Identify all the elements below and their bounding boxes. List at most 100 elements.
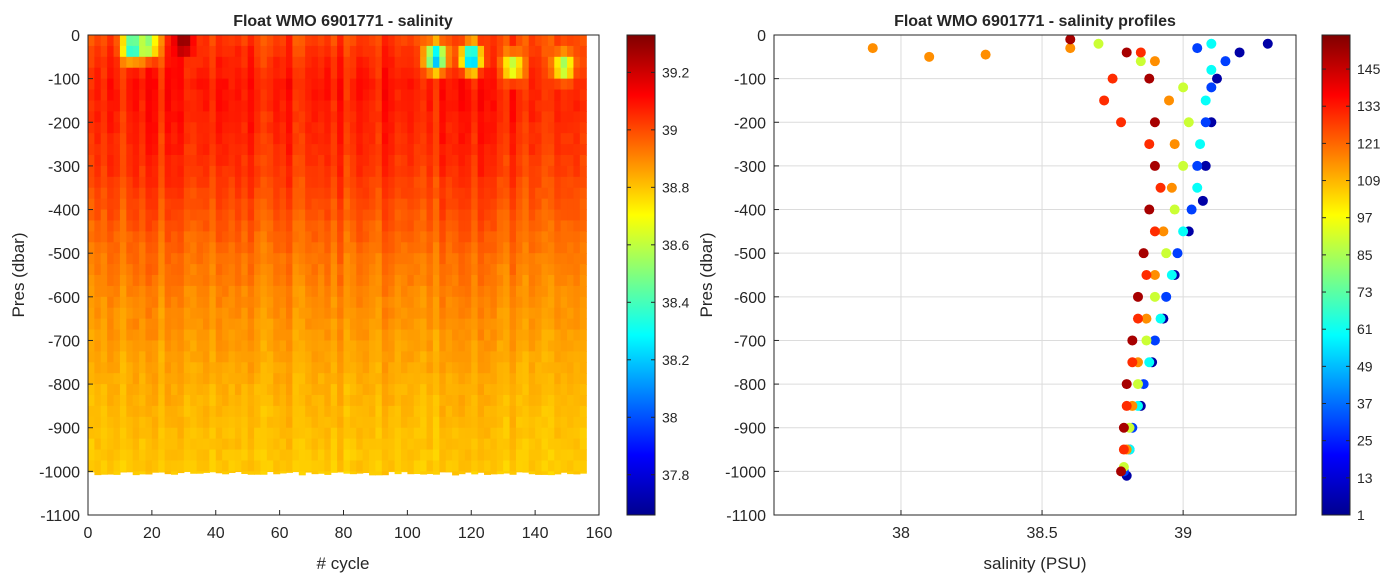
heatmap-cell: [234, 275, 242, 287]
heatmap-cell: [349, 405, 357, 418]
heatmap-cell: [164, 416, 172, 429]
heatmap-cell: [343, 351, 351, 363]
heatmap-cell: [471, 56, 479, 69]
profile-point: [1183, 117, 1194, 128]
heatmap-cell: [471, 220, 479, 232]
heatmap-cell: [88, 111, 95, 123]
heatmap-cell: [458, 56, 466, 69]
profile-point: [1186, 204, 1197, 215]
heatmap-cell: [234, 373, 242, 385]
heatmap-cell: [356, 318, 364, 331]
heatmap-cell: [528, 340, 536, 352]
heatmap-cell: [388, 296, 396, 309]
heatmap-cell: [132, 89, 140, 102]
heatmap-cell: [209, 307, 217, 320]
heatmap-cell: [541, 285, 549, 298]
heatmap-cell: [560, 253, 568, 265]
heatmap-cell: [337, 438, 345, 451]
heatmap-cell: [349, 416, 357, 429]
heatmap-cell: [452, 242, 460, 254]
heatmap-cell: [432, 438, 440, 451]
heatmap-cell: [317, 264, 325, 276]
heatmap-cell: [222, 384, 230, 396]
heatmap-cell: [196, 35, 204, 47]
heatmap-cell: [164, 373, 172, 385]
heatmap-cell: [177, 155, 185, 167]
heatmap-cell: [375, 253, 383, 265]
heatmap-cell: [305, 460, 313, 472]
heatmap-cell: [254, 329, 262, 342]
heatmap-cell: [515, 373, 523, 385]
heatmap-cell: [432, 318, 440, 331]
heatmap-cell: [94, 427, 102, 440]
heatmap-cell: [400, 471, 408, 473]
heatmap-cell: [426, 122, 434, 134]
y-tick-label: -500: [48, 246, 80, 263]
heatmap-cell: [139, 242, 147, 254]
heatmap-cell: [445, 231, 453, 243]
heatmap-cell: [215, 416, 223, 429]
heatmap-cell: [573, 78, 581, 91]
heatmap-cell: [241, 165, 249, 178]
heatmap-cell: [88, 89, 95, 102]
heatmap-cell: [579, 187, 587, 200]
heatmap-cell: [126, 100, 134, 112]
heatmap-cell: [490, 384, 498, 396]
heatmap-cell: [560, 187, 568, 200]
heatmap-cell: [151, 340, 159, 352]
heatmap-cell: [496, 133, 504, 145]
heatmap-cell: [145, 427, 153, 440]
heatmap-cell: [509, 56, 517, 69]
heatmap-cell: [349, 362, 357, 374]
heatmap-cell: [100, 460, 108, 472]
heatmap-cell: [273, 45, 281, 58]
heatmap-cell: [490, 416, 498, 429]
heatmap-cell: [515, 296, 523, 309]
heatmap-cell: [426, 340, 434, 352]
heatmap-cell: [266, 285, 274, 298]
heatmap-cell: [171, 307, 179, 320]
heatmap-cell: [337, 67, 345, 80]
heatmap-cell: [343, 176, 351, 189]
heatmap-cell: [190, 351, 198, 363]
heatmap-cell: [573, 67, 581, 80]
heatmap-cell: [528, 198, 536, 211]
heatmap-cell: [349, 144, 357, 156]
heatmap-cell: [164, 329, 172, 342]
heatmap-cell: [535, 275, 543, 287]
heatmap-cell: [484, 198, 492, 211]
heatmap-cell: [222, 176, 230, 189]
heatmap-cell: [177, 275, 185, 287]
heatmap-cell: [400, 438, 408, 451]
heatmap-cell: [107, 176, 115, 189]
colorbar-tick-label: 25: [1357, 433, 1373, 449]
heatmap-cell: [515, 165, 523, 178]
heatmap-cell: [311, 209, 319, 222]
heatmap-cell: [509, 340, 517, 352]
heatmap-cell: [286, 155, 293, 167]
heatmap-cell: [484, 275, 492, 287]
heatmap-cell: [381, 111, 389, 123]
heatmap-cell: [113, 395, 121, 407]
heatmap-cell: [528, 111, 536, 123]
heatmap-cell: [183, 111, 191, 123]
heatmap-cell: [119, 67, 127, 80]
heatmap-cell: [381, 78, 389, 91]
heatmap-cell: [375, 133, 383, 145]
heatmap-cell: [139, 340, 147, 352]
heatmap-cell: [554, 67, 562, 80]
heatmap-cell: [171, 373, 179, 385]
heatmap-cell: [286, 264, 293, 276]
heatmap-cell: [119, 35, 127, 47]
heatmap-cell: [330, 340, 338, 352]
x-tick-label: 160: [586, 525, 613, 542]
heatmap-cell: [528, 307, 536, 320]
heatmap-cell: [247, 351, 255, 363]
heatmap-cell: [394, 89, 402, 102]
heatmap-cell: [190, 329, 198, 342]
heatmap-cell: [305, 329, 313, 342]
heatmap-cell: [171, 471, 179, 475]
heatmap-cell: [119, 111, 127, 123]
heatmap-cell: [490, 395, 498, 407]
heatmap-cell: [496, 111, 504, 123]
